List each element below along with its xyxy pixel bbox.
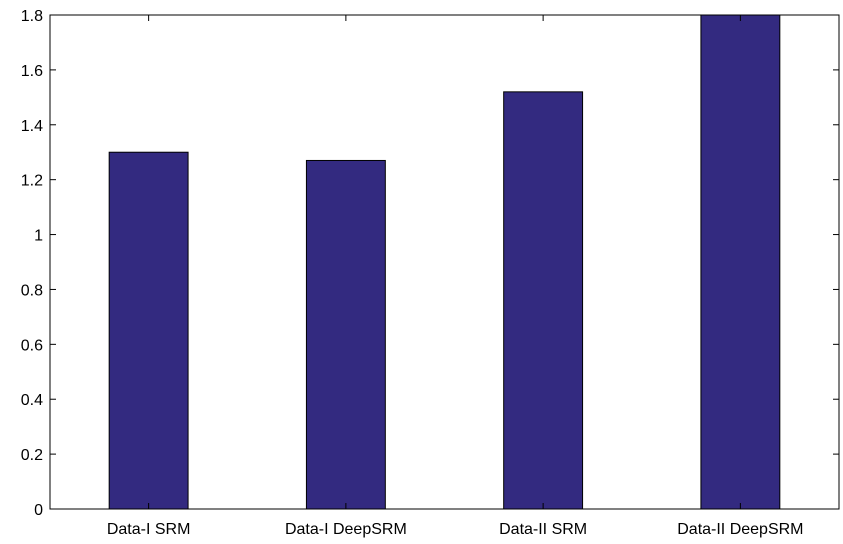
y-tick-label: 1.4 <box>21 118 43 135</box>
y-axis-ticks: 0 0.2 0.4 0.6 0.8 1 1.2 1.4 1.6 1.8 <box>21 8 839 519</box>
x-tick-label: Data-II SRM <box>499 521 587 538</box>
x-tick-label: Data-I DeepSRM <box>285 521 407 538</box>
y-tick-label: 1.6 <box>21 63 43 80</box>
bar <box>700 14 781 510</box>
bar <box>503 91 584 510</box>
x-axis-ticks: Data-I SRM Data-I DeepSRM Data-II SRM Data-… <box>107 15 804 538</box>
y-tick-label: 0.4 <box>21 392 43 409</box>
x-tick-label: Data-I SRM <box>107 521 191 538</box>
plot-frame <box>49 14 840 510</box>
y-tick-label: 0.2 <box>21 447 43 464</box>
y-tick-label: 0 <box>34 502 43 519</box>
y-tick-label: 1 <box>34 228 43 245</box>
y-tick-label: 1.8 <box>21 8 43 25</box>
y-tick-label: 0.6 <box>21 337 43 354</box>
bars-group <box>108 14 781 510</box>
plot-area-border <box>49 14 840 510</box>
bar <box>108 151 189 510</box>
x-tick-label: Data-II DeepSRM <box>677 521 803 538</box>
y-tick-label: 1.2 <box>21 173 43 190</box>
y-tick-label: 0.8 <box>21 282 43 299</box>
bar <box>305 159 386 510</box>
